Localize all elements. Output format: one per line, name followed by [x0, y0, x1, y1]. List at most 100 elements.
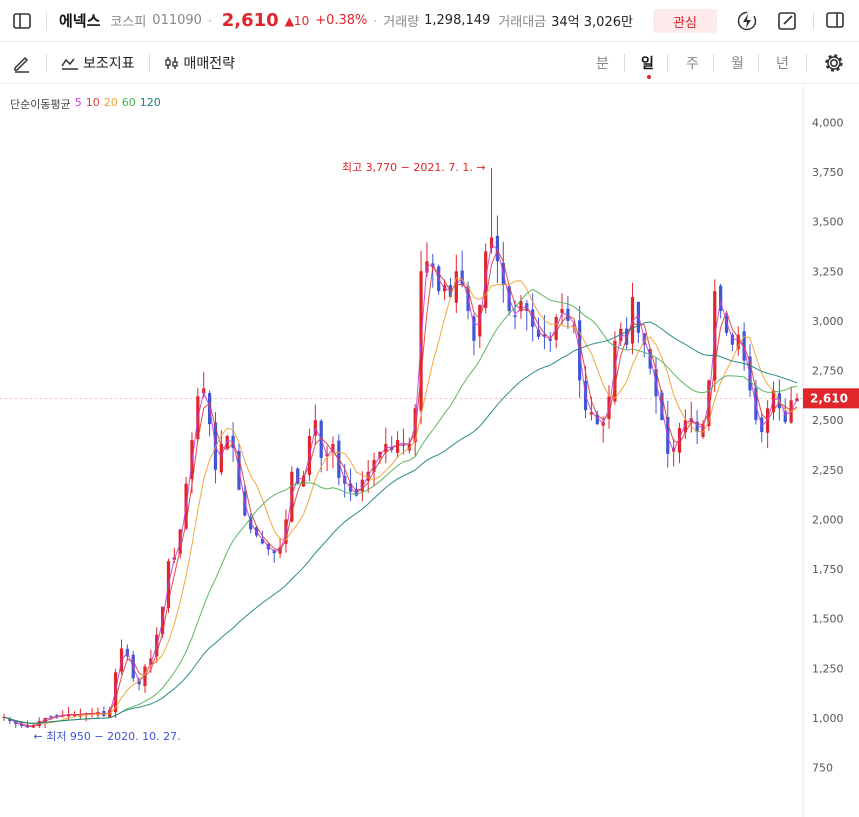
y-tick-label: 2,000 [812, 513, 844, 526]
y-tick-label: 1,500 [812, 613, 844, 626]
candle-body [542, 334, 547, 337]
candle-body [354, 488, 359, 496]
edit-icon[interactable] [776, 10, 798, 32]
ma-line-120 [3, 321, 798, 724]
min-price-annotation: ← 최저 950 − 2020. 10. 27. [33, 730, 180, 743]
separator-dot: · [207, 13, 212, 28]
ma-line-60 [3, 288, 798, 724]
y-tick-label: 2,750 [812, 365, 844, 378]
market-name: 코스피 [110, 15, 147, 30]
candle-body [519, 301, 523, 312]
candle-body [472, 316, 476, 341]
candle-body [395, 440, 400, 453]
candle-body [636, 301, 641, 333]
candle-body [719, 285, 723, 311]
stock-code: 011090 [152, 13, 202, 28]
indicator-label: 보조지표 [83, 55, 135, 72]
y-tick-label: 2,500 [812, 414, 844, 427]
candle-body [548, 338, 552, 341]
ma-legend: 단순이동평균 5 10 20 60 120 [10, 96, 161, 112]
separator-dot: · [373, 13, 378, 28]
amount-label: 거래대금 [498, 15, 547, 30]
candle-body [595, 414, 599, 425]
ma-line-5 [3, 243, 798, 728]
y-tick-label: 3,500 [812, 216, 844, 229]
drawing-tool-icon[interactable] [12, 53, 32, 73]
candle-body [331, 444, 335, 453]
period-year[interactable]: 년 [776, 56, 789, 72]
ma-legend-10: 10 [85, 96, 100, 109]
candle-body [454, 271, 458, 303]
candle-body [724, 315, 729, 333]
candle-body [683, 420, 688, 433]
candle-body [536, 329, 541, 337]
period-selected-dot [647, 75, 651, 79]
candle-body [43, 718, 47, 723]
flash-icon[interactable] [736, 10, 758, 32]
price-chart[interactable]: 750 1,000 1,250 1,500 1,750 2,000 2,250 2,500 2,… [0, 86, 859, 817]
candle-body [219, 444, 223, 473]
watchlist-button[interactable]: 관심 [653, 9, 717, 33]
candle-body [360, 479, 364, 492]
price-change: ▲10 [284, 13, 310, 28]
candle-body [296, 468, 300, 484]
chart-toolbar: 보조지표 매매전략 분 일 주 월 년 [0, 42, 859, 84]
candle-body [783, 411, 787, 423]
panel-toggle-icon[interactable] [825, 10, 845, 30]
candle-body [37, 720, 41, 727]
candle-body [202, 388, 206, 394]
candle-body [677, 428, 682, 453]
y-tick-label: 2,250 [812, 464, 844, 477]
ma-line-10 [3, 248, 798, 727]
period-month[interactable]: 월 [731, 56, 744, 72]
current-price: 2,610 [221, 10, 279, 31]
candle-body [689, 418, 693, 423]
header-divider [813, 12, 814, 30]
candle-body [495, 235, 500, 262]
candle-body [695, 421, 699, 433]
candle-body [72, 715, 77, 717]
candle-body [254, 527, 259, 536]
current-price-tag [803, 388, 859, 409]
period-day[interactable]: 일 [641, 56, 654, 72]
settings-gear-icon[interactable] [823, 52, 845, 74]
period-divider [713, 54, 714, 72]
price-change-pct: +0.38% [315, 13, 368, 28]
strategy-button[interactable]: 매매전략 [164, 53, 236, 73]
sidebar-toggle-icon[interactable] [12, 11, 32, 31]
candle-body [8, 718, 12, 721]
ma-legend-120: 120 [139, 96, 161, 109]
candle-body [736, 334, 740, 350]
y-tick-label: 750 [812, 762, 833, 775]
volume-label: 거래량 [383, 15, 420, 30]
y-tick-label: 1,250 [812, 662, 844, 675]
amount-value: 34억 3,026만 [551, 15, 633, 30]
candle-body [49, 716, 53, 718]
candle-body [378, 451, 382, 458]
candle-body [560, 308, 564, 313]
indicator-icon [61, 58, 78, 70]
y-tick-label: 3,000 [812, 315, 844, 328]
candle-body [701, 424, 705, 437]
candle-body [55, 715, 59, 717]
period-week[interactable]: 주 [686, 56, 699, 72]
stock-name: 에넥스 [59, 12, 101, 30]
ma-legend-title: 단순이동평균 [10, 98, 71, 111]
y-tick-label: 3,250 [812, 265, 844, 278]
ma-legend-60: 60 [121, 96, 136, 109]
candle-body [730, 334, 735, 345]
candle-body [489, 237, 494, 249]
period-divider [806, 54, 807, 72]
y-tick-label: 1,750 [812, 563, 844, 576]
strategy-label: 매매전략 [183, 55, 236, 72]
current-price-tag-label: 2,610 [810, 391, 848, 405]
candle-body [260, 539, 265, 544]
period-minute[interactable]: 분 [596, 56, 609, 72]
max-price-annotation: 최고 3,770 − 2021. 7. 1. → [342, 161, 486, 174]
toolbar-divider [148, 53, 150, 72]
strategy-icon [164, 56, 178, 69]
indicator-button[interactable]: 보조지표 [61, 53, 135, 73]
volume-value: 1,298,149 [424, 13, 491, 28]
period-divider [624, 54, 625, 72]
candle-body [225, 436, 229, 449]
